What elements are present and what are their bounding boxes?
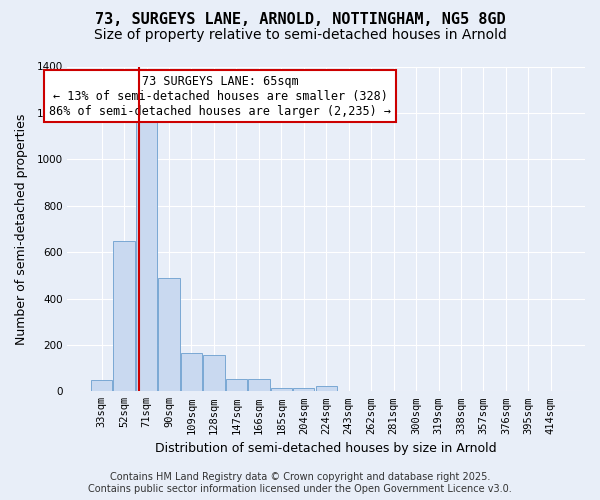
Bar <box>248 378 269 392</box>
Bar <box>91 380 112 392</box>
X-axis label: Distribution of semi-detached houses by size in Arnold: Distribution of semi-detached houses by … <box>155 442 497 455</box>
Bar <box>136 118 157 392</box>
Bar <box>203 356 224 392</box>
Bar <box>226 378 247 392</box>
Y-axis label: Number of semi-detached properties: Number of semi-detached properties <box>15 113 28 344</box>
Bar <box>113 240 135 392</box>
Bar <box>316 386 337 392</box>
Text: Contains HM Land Registry data © Crown copyright and database right 2025.
Contai: Contains HM Land Registry data © Crown c… <box>88 472 512 494</box>
Text: 73, SURGEYS LANE, ARNOLD, NOTTINGHAM, NG5 8GD: 73, SURGEYS LANE, ARNOLD, NOTTINGHAM, NG… <box>95 12 505 28</box>
Bar <box>158 278 179 392</box>
Bar <box>293 388 314 392</box>
Bar <box>181 353 202 392</box>
Text: Size of property relative to semi-detached houses in Arnold: Size of property relative to semi-detach… <box>94 28 506 42</box>
Text: 73 SURGEYS LANE: 65sqm
← 13% of semi-detached houses are smaller (328)
86% of se: 73 SURGEYS LANE: 65sqm ← 13% of semi-det… <box>49 74 391 118</box>
Bar <box>271 388 292 392</box>
